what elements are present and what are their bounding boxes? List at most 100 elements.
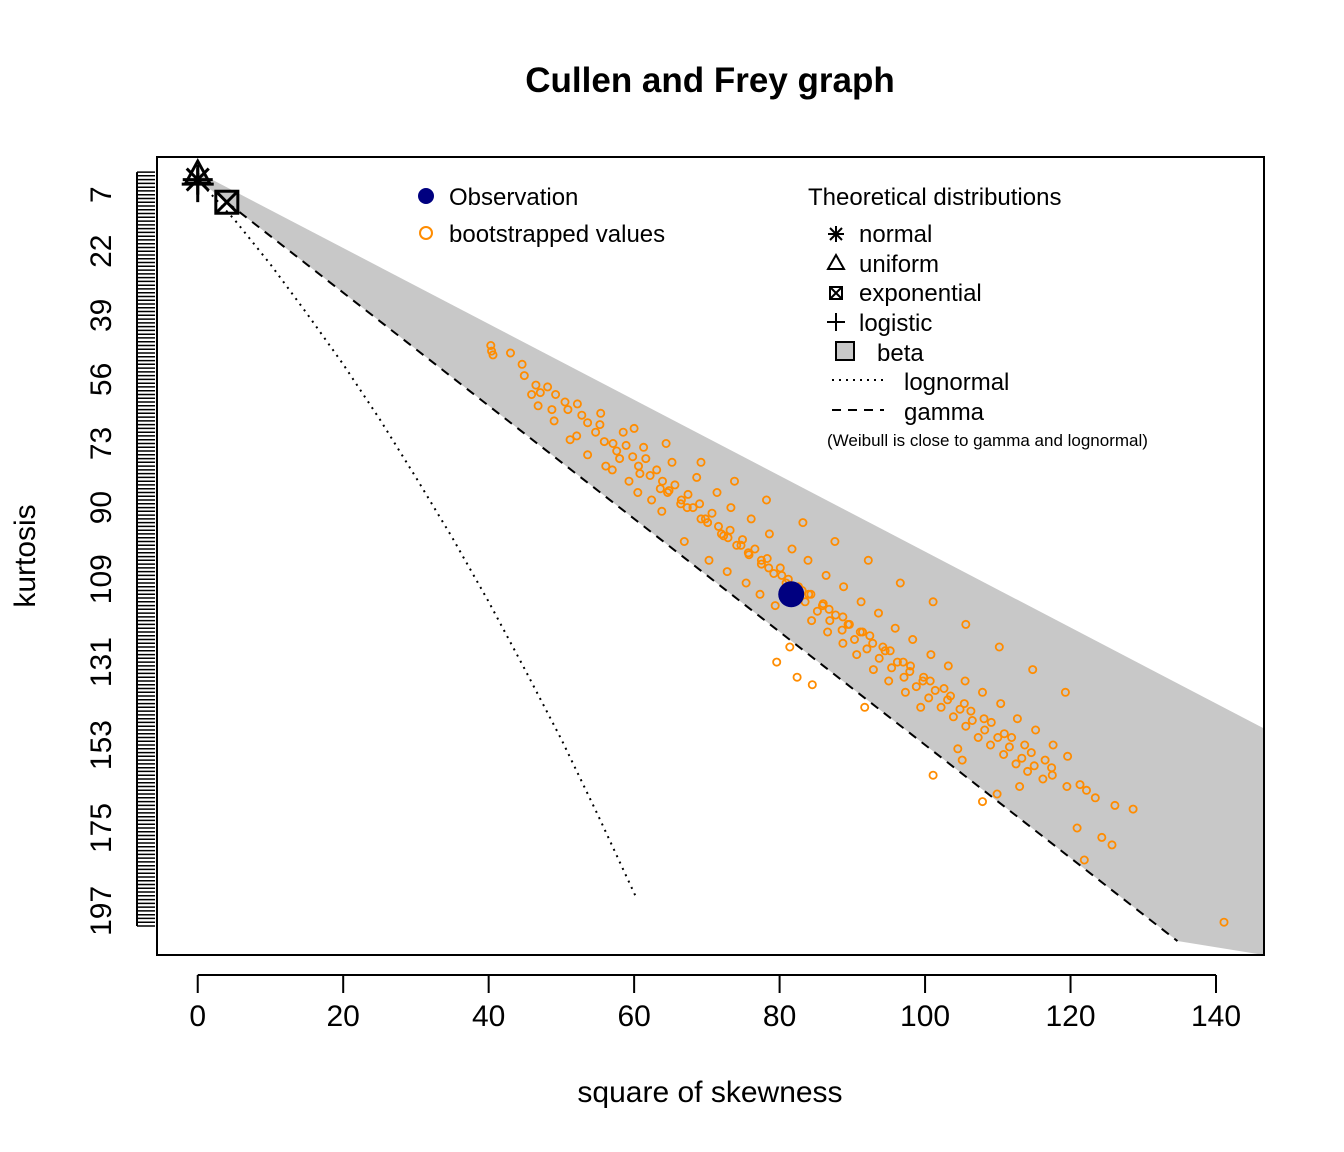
bootstrap-point [928, 770, 938, 780]
logistic-marker [181, 168, 214, 203]
x-tick-label: 100 [900, 1000, 950, 1033]
bootstrap-point [943, 661, 953, 671]
bootstrap-point [865, 631, 875, 641]
legend-theoretical-title: Theoretical distributions [808, 184, 1061, 211]
y-tick-label: 175 [85, 803, 118, 853]
bootstrap-point [1107, 840, 1117, 850]
bootstrap-point [959, 699, 969, 709]
x-tick-label: 80 [763, 1000, 796, 1033]
bootstrap-point [1031, 725, 1041, 735]
bootstrap-point [716, 529, 726, 539]
bootstrap-point [1079, 855, 1089, 865]
bootstrap-point [629, 423, 639, 433]
bootstrap-point [994, 642, 1004, 652]
bootstrap-point [1072, 823, 1082, 833]
legend-note: (Weibull is close to gamma and lognormal… [827, 431, 1148, 450]
bootstrap-point [762, 495, 772, 505]
exponential-marker [214, 189, 240, 215]
bootstrap-point [486, 340, 496, 350]
y-tick-label: 22 [85, 235, 118, 268]
bootstrap-point [1015, 782, 1025, 792]
bootstrap-point [595, 420, 605, 430]
bootstrap-point [746, 514, 756, 524]
legend-uniform-label: uniform [859, 251, 939, 278]
bootstrap-point [565, 435, 575, 445]
legend-exponential-label: exponential [859, 280, 982, 307]
bootstrap-point [928, 597, 938, 607]
bootstrap-point [621, 440, 631, 450]
bootstrap-point [911, 682, 921, 692]
bootstrap-point [807, 616, 817, 626]
bootstrap-point [683, 489, 693, 499]
bootstrap-point [527, 389, 537, 399]
bootstrap-point [905, 667, 915, 677]
bootstrap-point [961, 619, 971, 629]
theoretical-markers [181, 157, 240, 215]
bootstrap-point [887, 663, 897, 673]
bootstrap-point [967, 716, 977, 726]
bootstrap-point [999, 729, 1009, 739]
bootstrap-point [635, 469, 645, 479]
bootstrap-point [679, 537, 689, 547]
bootstrap-point [667, 457, 677, 467]
bootstrap-point [1028, 665, 1038, 675]
bootstrap-point [807, 680, 817, 690]
bootstrap-point [601, 461, 611, 471]
plot-frame [156, 156, 1265, 956]
bootstrap-point [919, 672, 929, 682]
bootstrap-point [704, 555, 714, 565]
bootstrap-point [750, 544, 760, 554]
bootstrap-point [1128, 804, 1138, 814]
x-tick-label: 0 [189, 1000, 206, 1033]
bootstrap-point [549, 416, 559, 426]
bootstrap-point [670, 480, 680, 490]
bootstrap-point [895, 578, 905, 588]
bootstrap-point [821, 570, 831, 580]
bootstrap-point [961, 721, 971, 731]
bootstrap-point [993, 733, 1003, 743]
bootstrap-point [676, 495, 686, 505]
bootstrap-point [973, 733, 983, 743]
bootstrap-point [517, 359, 527, 369]
legend-observation-bootstrap: Observation bootstrapped values [418, 184, 665, 248]
bootstrap-point [756, 559, 766, 569]
legend-logistic-label: logistic [859, 310, 932, 337]
bootstrap-point [1075, 780, 1085, 790]
y-axis-label: kurtosis [9, 504, 42, 607]
bootstrap-point [936, 702, 946, 712]
x-axis: 0 20 40 60 80 100 120 140 [189, 974, 1241, 1033]
bootstrap-point [1020, 740, 1030, 750]
bootstrap-point [812, 606, 822, 616]
bootstrap-point [960, 676, 970, 686]
bootstrap-point [1110, 800, 1120, 810]
bootstrap-point [850, 635, 860, 645]
bootstrap-point [916, 702, 926, 712]
bootstrap-point [926, 650, 936, 660]
bootstrap-point [707, 508, 717, 518]
legend-observation-label: Observation [449, 184, 578, 211]
bootstrap-point [551, 389, 561, 399]
y-tick-label: 153 [85, 720, 118, 770]
bootstrap-point [839, 582, 849, 592]
bootstrap-point [908, 635, 918, 645]
legend-beta-label: beta [877, 340, 924, 367]
bootstrap-point [577, 410, 587, 420]
bootstrap-point [1063, 751, 1073, 761]
x-tick-label: 140 [1191, 1000, 1241, 1033]
bootstrap-point [939, 684, 949, 694]
bootstrap-point [878, 642, 888, 652]
bootstrap-point [647, 495, 657, 505]
bootstrap-point [844, 619, 854, 629]
bootstrap-point [777, 570, 787, 580]
bootstrap-point [692, 472, 702, 482]
bootstrap-point [583, 450, 593, 460]
bootstrap-point [992, 789, 1002, 799]
bootstrap-point [868, 638, 878, 648]
normal-icon [828, 226, 844, 242]
bootstrap-point [1038, 774, 1048, 784]
bootstrap-point [624, 476, 634, 486]
bootstrap-point [488, 350, 498, 360]
y-tick-label: 90 [85, 491, 118, 524]
bootstrap-point [858, 627, 868, 637]
legend-theoretical: Theoretical distributions normal uniform… [808, 184, 1148, 450]
